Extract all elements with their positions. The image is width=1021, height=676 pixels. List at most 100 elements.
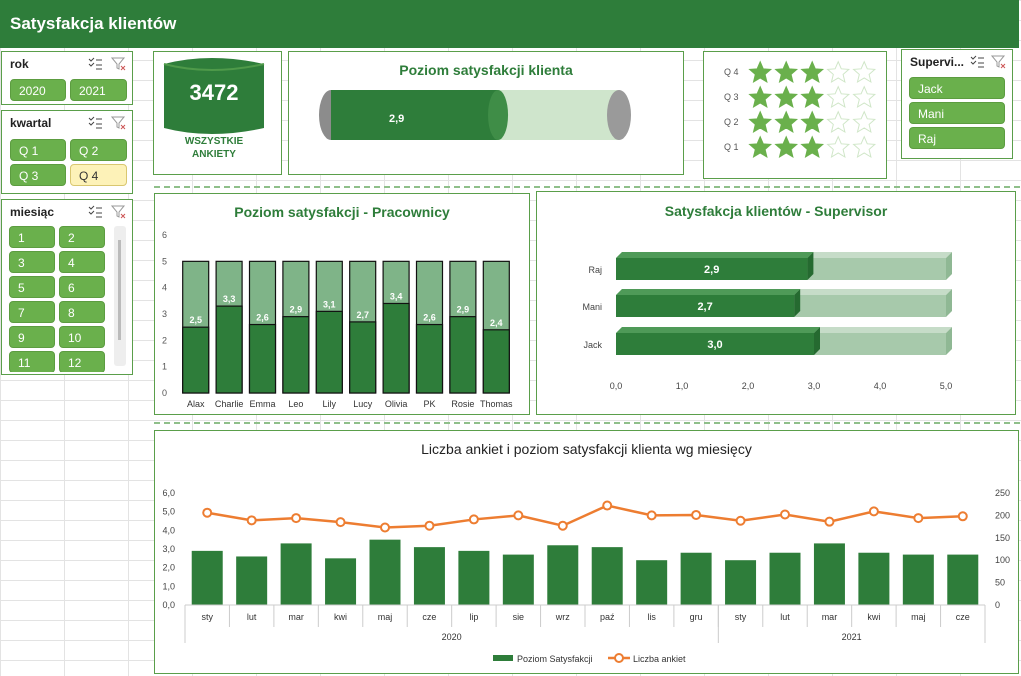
- bar: [191, 550, 223, 605]
- star-row: [748, 60, 877, 84]
- bar-side: [814, 327, 820, 355]
- line-point: [513, 510, 524, 521]
- slicer-miesiac-item-11[interactable]: 11: [9, 351, 55, 372]
- slicer-kwartal-item-q1[interactable]: Q 1: [10, 139, 66, 161]
- x-tick-label: sty: [735, 612, 747, 622]
- legend-swatch-bar: [493, 655, 513, 661]
- slicer-miesiac-item-5[interactable]: 5: [9, 276, 55, 298]
- line-point: [646, 510, 657, 521]
- slicer-scrollbar-thumb[interactable]: [118, 240, 121, 340]
- slicer-miesiac-item-2[interactable]: 2: [59, 226, 105, 248]
- slicer-rok-item-2020[interactable]: 2020: [10, 79, 66, 101]
- slicer-supervisor-item-mani[interactable]: Mani: [909, 102, 1005, 124]
- slicer-miesiac-item-12[interactable]: 12: [59, 351, 105, 372]
- multi-select-icon[interactable]: [970, 54, 985, 69]
- gauge-bar: [319, 90, 631, 140]
- x-tick-label: Thomas: [480, 399, 513, 409]
- x-tick-label: sie: [513, 612, 525, 622]
- multi-select-icon[interactable]: [88, 56, 103, 71]
- bar: [482, 329, 510, 394]
- x-tick-label: 1,0: [676, 381, 689, 391]
- slicer-miesiac-item-4[interactable]: 4: [59, 251, 105, 273]
- slicer-miesiac-item-9[interactable]: 9: [9, 326, 55, 348]
- slicer-miesiac-item-1[interactable]: 1: [9, 226, 55, 248]
- slicer-supervisor: Supervi... Jack Mani Raj: [901, 49, 1013, 159]
- x-tick-label: cze: [422, 612, 436, 622]
- line-point: [335, 517, 346, 528]
- star-rating-panel: Q 4 Q 3 Q 2 Q 1: [703, 51, 887, 179]
- kpi-panel: 3472 WSZYSTKIE ANKIETY: [153, 51, 282, 175]
- slicer-kwartal-item-q3[interactable]: Q 3: [10, 164, 66, 186]
- bar: [547, 545, 579, 605]
- slicer-miesiac-item-10[interactable]: 10: [59, 326, 105, 348]
- section-divider: [154, 422, 1020, 424]
- y-left-tick-label: 0,0: [162, 600, 175, 610]
- clear-filter-icon[interactable]: [111, 204, 126, 219]
- y-left-tick-label: 1,0: [162, 581, 175, 591]
- clear-filter-icon[interactable]: [111, 115, 126, 130]
- y-right-tick-label: 250: [995, 488, 1010, 498]
- data-label: 2,4: [490, 318, 503, 328]
- y-right-tick-label: 0: [995, 600, 1000, 610]
- star-row-label: Q 1: [724, 142, 739, 152]
- slicer-miesiac-item-6[interactable]: 6: [59, 276, 105, 298]
- line-point: [380, 522, 390, 533]
- bar: [349, 321, 377, 394]
- clear-filter-icon[interactable]: [991, 54, 1006, 69]
- x-group-label: 2020: [442, 632, 462, 642]
- slicer-scrollbar[interactable]: [114, 226, 126, 366]
- y-tick-label: 5: [162, 256, 167, 266]
- line-point: [557, 520, 568, 531]
- x-tick-label: Lucy: [353, 399, 373, 409]
- slicer-rok: rok 2020 2021: [1, 51, 133, 105]
- bar: [947, 554, 979, 605]
- bar: [616, 295, 795, 317]
- star-filled-icon: [774, 60, 799, 84]
- bar-background-side: [946, 327, 952, 355]
- line-point: [735, 515, 746, 526]
- y-tick-label: 0: [162, 388, 167, 398]
- star-filled-icon: [774, 85, 799, 109]
- x-tick-label: lut: [780, 612, 790, 622]
- multi-select-icon[interactable]: [88, 204, 103, 219]
- star-empty-icon: [852, 135, 877, 159]
- slicer-miesiac-item-8[interactable]: 8: [59, 301, 105, 323]
- bar: [591, 547, 623, 605]
- x-tick-label: PK: [423, 399, 435, 409]
- star-empty-icon: [852, 110, 877, 134]
- data-label: 2,6: [256, 313, 269, 323]
- slicer-supervisor-item-raj[interactable]: Raj: [909, 127, 1005, 149]
- slicer-miesiac-item-3[interactable]: 3: [9, 251, 55, 273]
- data-label: 3,4: [390, 291, 403, 301]
- x-tick-label: 0,0: [610, 381, 623, 391]
- star-filled-icon: [774, 110, 799, 134]
- x-tick-label: maj: [378, 612, 393, 622]
- star-filled-icon: [800, 60, 825, 84]
- line-point: [913, 513, 924, 524]
- y-tick-label: 1: [162, 362, 167, 372]
- x-tick-label: 2,0: [742, 381, 755, 391]
- slicer-miesiac-item-7[interactable]: 7: [9, 301, 55, 323]
- data-label: 3,0: [707, 339, 722, 351]
- bar-side: [794, 289, 801, 317]
- slicer-kwartal-item-q2[interactable]: Q 2: [70, 139, 127, 161]
- line-point: [202, 507, 213, 518]
- x-tick-label: maj: [911, 612, 926, 622]
- monthly-chart-title: Liczba ankiet i poziom satysfakcji klien…: [421, 441, 752, 457]
- bar: [282, 316, 310, 394]
- slicer-kwartal-item-q4[interactable]: Q 4: [70, 164, 127, 186]
- slicer-rok-item-2021[interactable]: 2021: [70, 79, 127, 101]
- x-tick-label: paź: [600, 612, 615, 622]
- supervisor-chart-title: Satysfakcja klientów - Supervisor: [664, 203, 888, 219]
- dashboard-title: Satysfakcja klientów: [10, 14, 177, 33]
- bar: [680, 552, 712, 605]
- y-tick-label: Jack: [583, 340, 602, 350]
- x-tick-label: 3,0: [808, 381, 821, 391]
- slicer-supervisor-item-jack[interactable]: Jack: [909, 77, 1005, 99]
- star-empty-icon: [826, 60, 851, 84]
- slicer-miesiac-title: miesiąc: [10, 205, 55, 219]
- clear-filter-icon[interactable]: [111, 56, 126, 71]
- bar: [902, 554, 934, 605]
- data-label: 2,7: [697, 301, 712, 313]
- multi-select-icon[interactable]: [88, 115, 103, 130]
